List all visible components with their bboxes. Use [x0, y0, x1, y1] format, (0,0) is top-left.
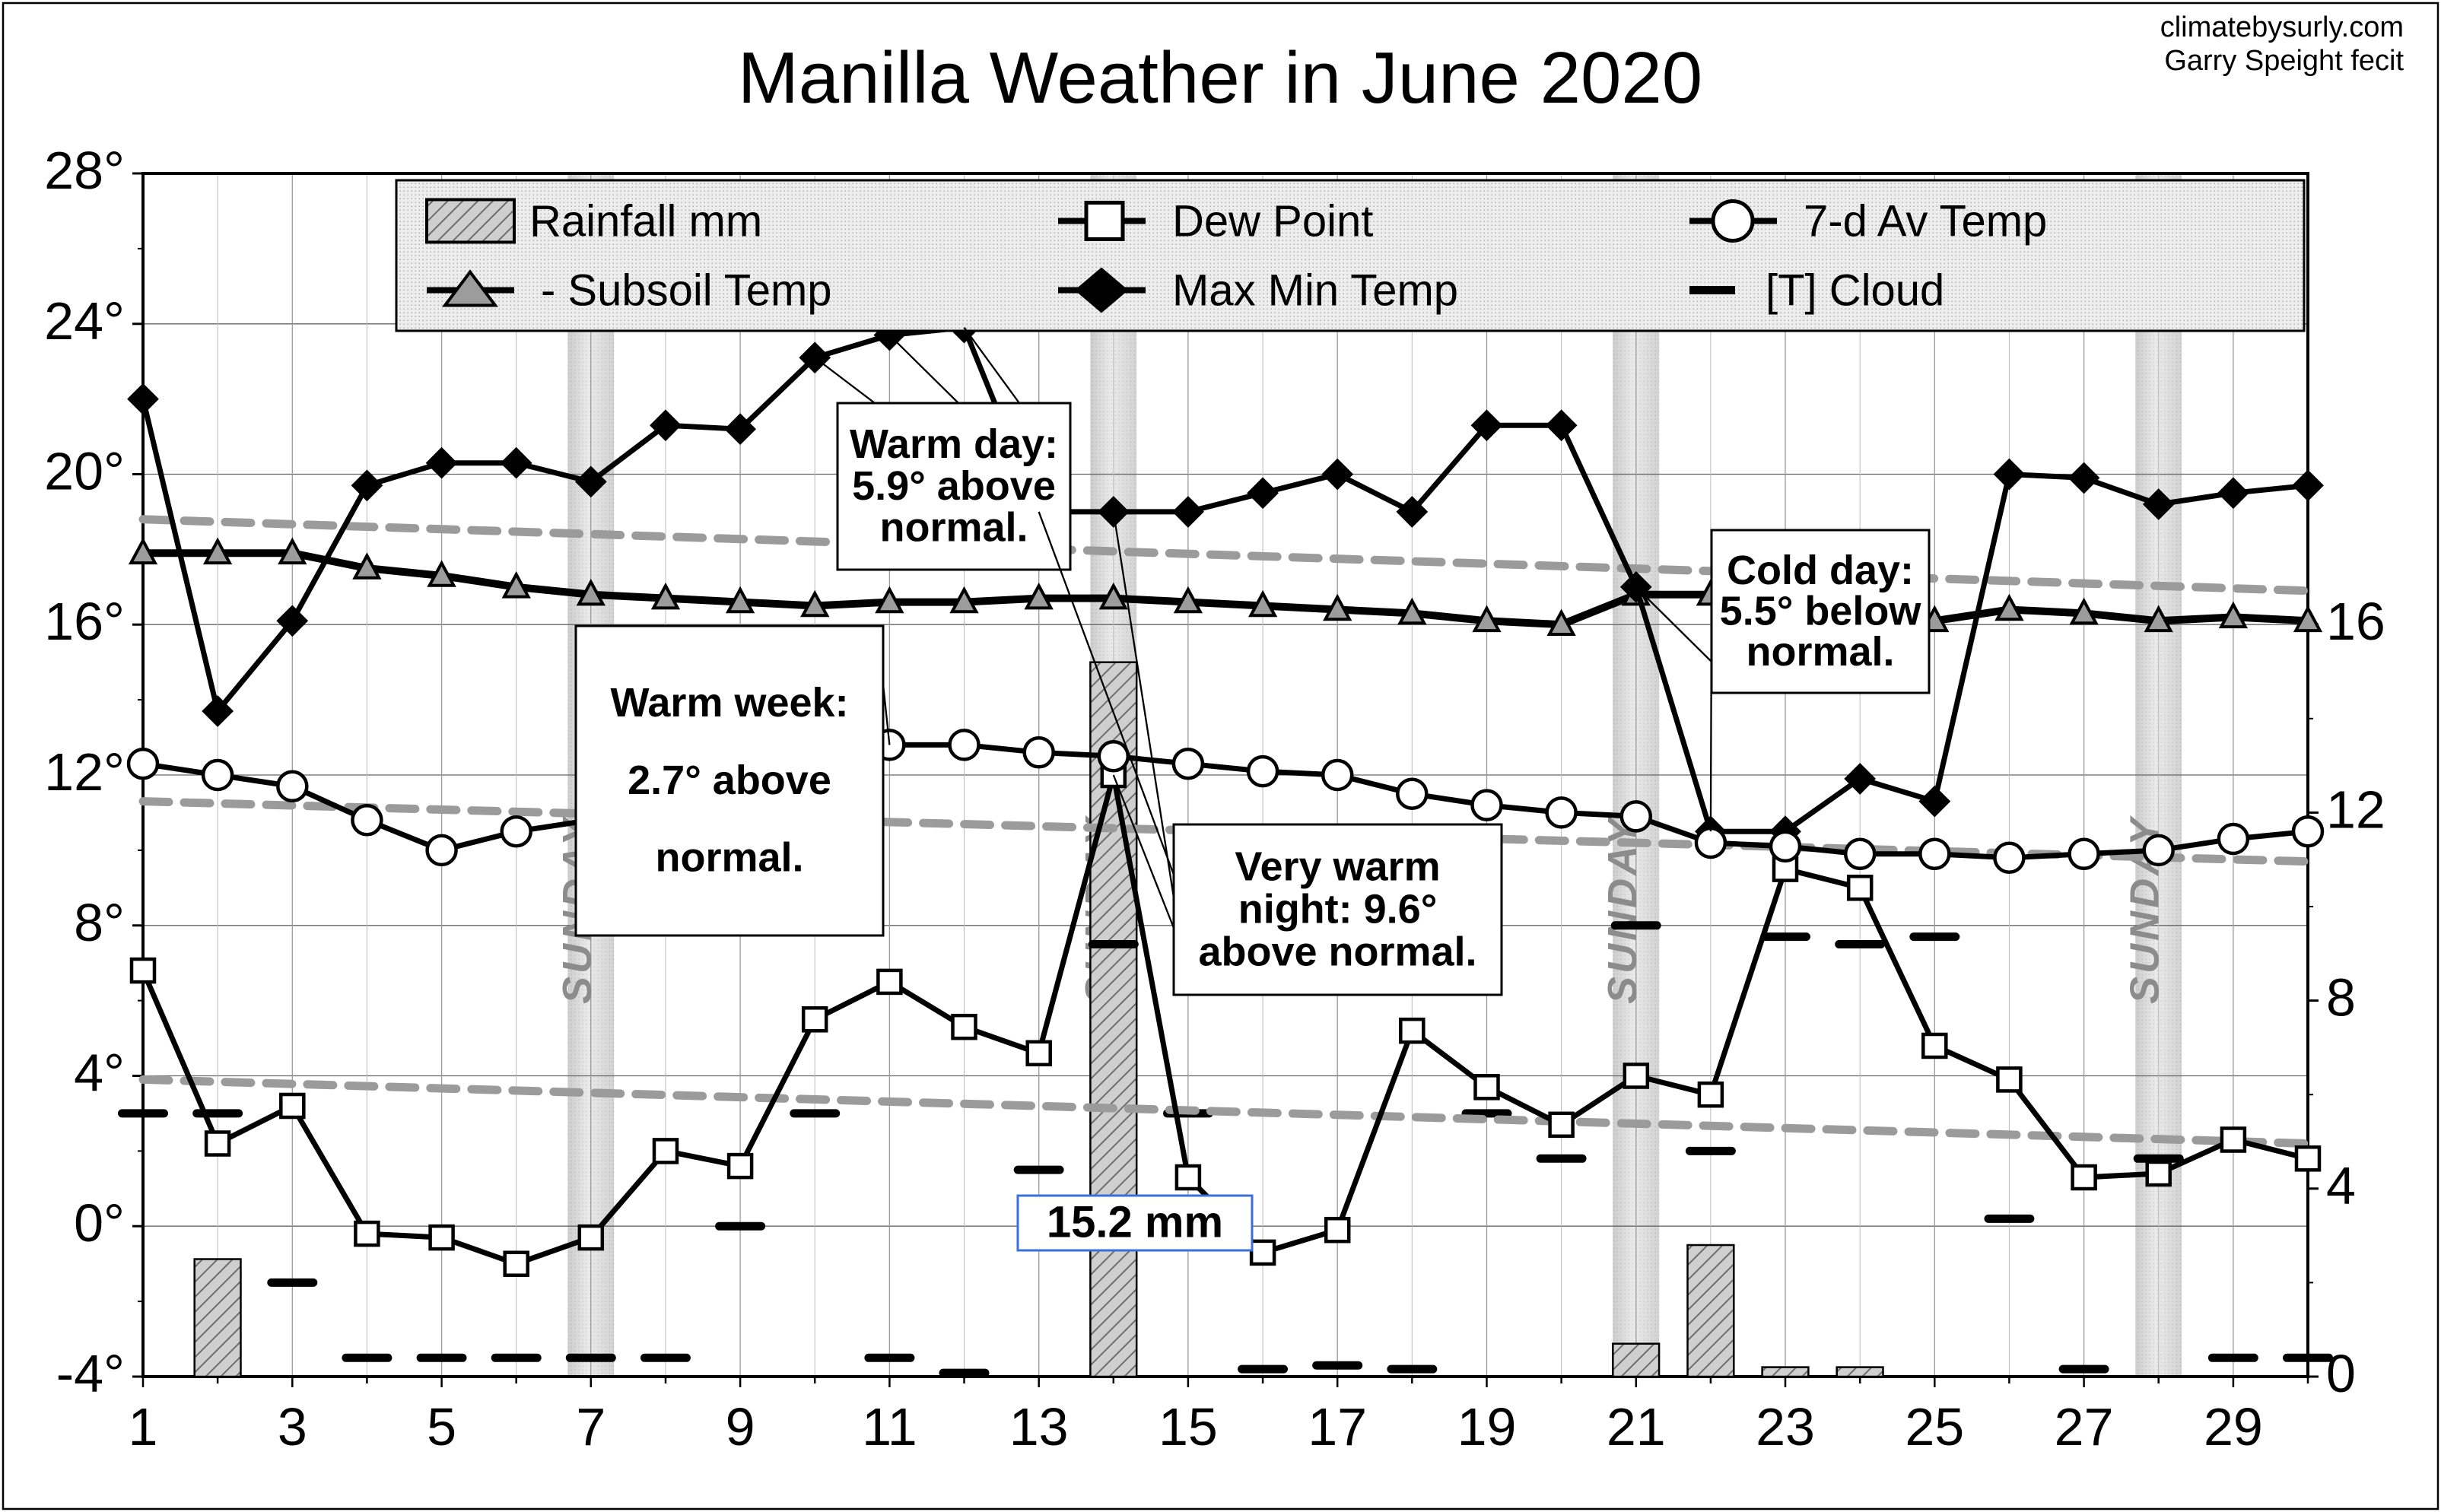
svg-text:5: 5	[427, 1397, 456, 1456]
svg-text:16: 16	[2326, 592, 2385, 651]
svg-text:normal.: normal.	[655, 835, 803, 881]
svg-text:8°: 8°	[74, 893, 125, 952]
svg-text:Warm day:: Warm day:	[850, 421, 1058, 467]
svg-text:normal.: normal.	[879, 505, 1028, 551]
svg-text:7: 7	[576, 1397, 605, 1456]
svg-text:19: 19	[1457, 1397, 1517, 1456]
svg-text:7-d Av Temp: 7-d Av Temp	[1804, 196, 2047, 246]
svg-text:23: 23	[1756, 1397, 1815, 1456]
svg-text:0°: 0°	[74, 1193, 125, 1253]
svg-text:[T] Cloud: [T] Cloud	[1766, 266, 1944, 316]
svg-text:15.2 mm: 15.2 mm	[1047, 1198, 1223, 1247]
svg-text:17: 17	[1308, 1397, 1367, 1456]
svg-text:Cold day:: Cold day:	[1727, 548, 1914, 593]
svg-text:Warm week:: Warm week:	[610, 680, 848, 726]
svg-text:Dew Point: Dew Point	[1172, 196, 1373, 246]
svg-text:27: 27	[2055, 1397, 2114, 1456]
svg-text:climatebysurly.com: climatebysurly.com	[2160, 11, 2404, 43]
svg-text:28°: 28°	[44, 141, 125, 200]
svg-text:5.9° above: 5.9° above	[852, 463, 1056, 509]
svg-text:12: 12	[2326, 780, 2385, 839]
svg-text:20°: 20°	[44, 442, 125, 501]
svg-text:2.7° above: 2.7° above	[628, 758, 831, 803]
svg-text:Manilla Weather in June 2020: Manilla Weather in June 2020	[738, 37, 1702, 119]
svg-text:4°: 4°	[74, 1043, 125, 1103]
svg-text:Garry Speight fecit: Garry Speight fecit	[2164, 45, 2404, 77]
svg-text:0: 0	[2326, 1344, 2356, 1403]
svg-text:Max Min Temp: Max Min Temp	[1172, 266, 1458, 316]
svg-text:night: 9.6°: night: 9.6°	[1238, 886, 1438, 932]
svg-text:13: 13	[1009, 1397, 1069, 1456]
svg-text:4: 4	[2326, 1156, 2356, 1215]
svg-text:8: 8	[2326, 968, 2356, 1028]
svg-text:11: 11	[862, 1397, 917, 1456]
svg-text:1: 1	[129, 1397, 158, 1456]
svg-text:5.5° below: 5.5° below	[1720, 588, 1922, 634]
svg-text:16°: 16°	[44, 592, 125, 651]
svg-text:15: 15	[1159, 1397, 1218, 1456]
svg-text:25: 25	[1905, 1397, 1964, 1456]
svg-text:- Subsoil Temp: - Subsoil Temp	[541, 266, 832, 316]
svg-text:12°: 12°	[44, 742, 125, 802]
svg-text:21: 21	[1607, 1397, 1666, 1456]
svg-text:Rainfall mm: Rainfall mm	[529, 196, 762, 246]
svg-text:24°: 24°	[44, 291, 125, 351]
svg-text:above normal.: above normal.	[1198, 929, 1476, 974]
svg-text:9: 9	[726, 1397, 755, 1456]
svg-text:-4°: -4°	[56, 1344, 125, 1403]
svg-text:29: 29	[2204, 1397, 2263, 1456]
svg-text:Very warm: Very warm	[1235, 843, 1440, 889]
svg-text:normal.: normal.	[1746, 629, 1894, 675]
svg-text:3: 3	[278, 1397, 307, 1456]
